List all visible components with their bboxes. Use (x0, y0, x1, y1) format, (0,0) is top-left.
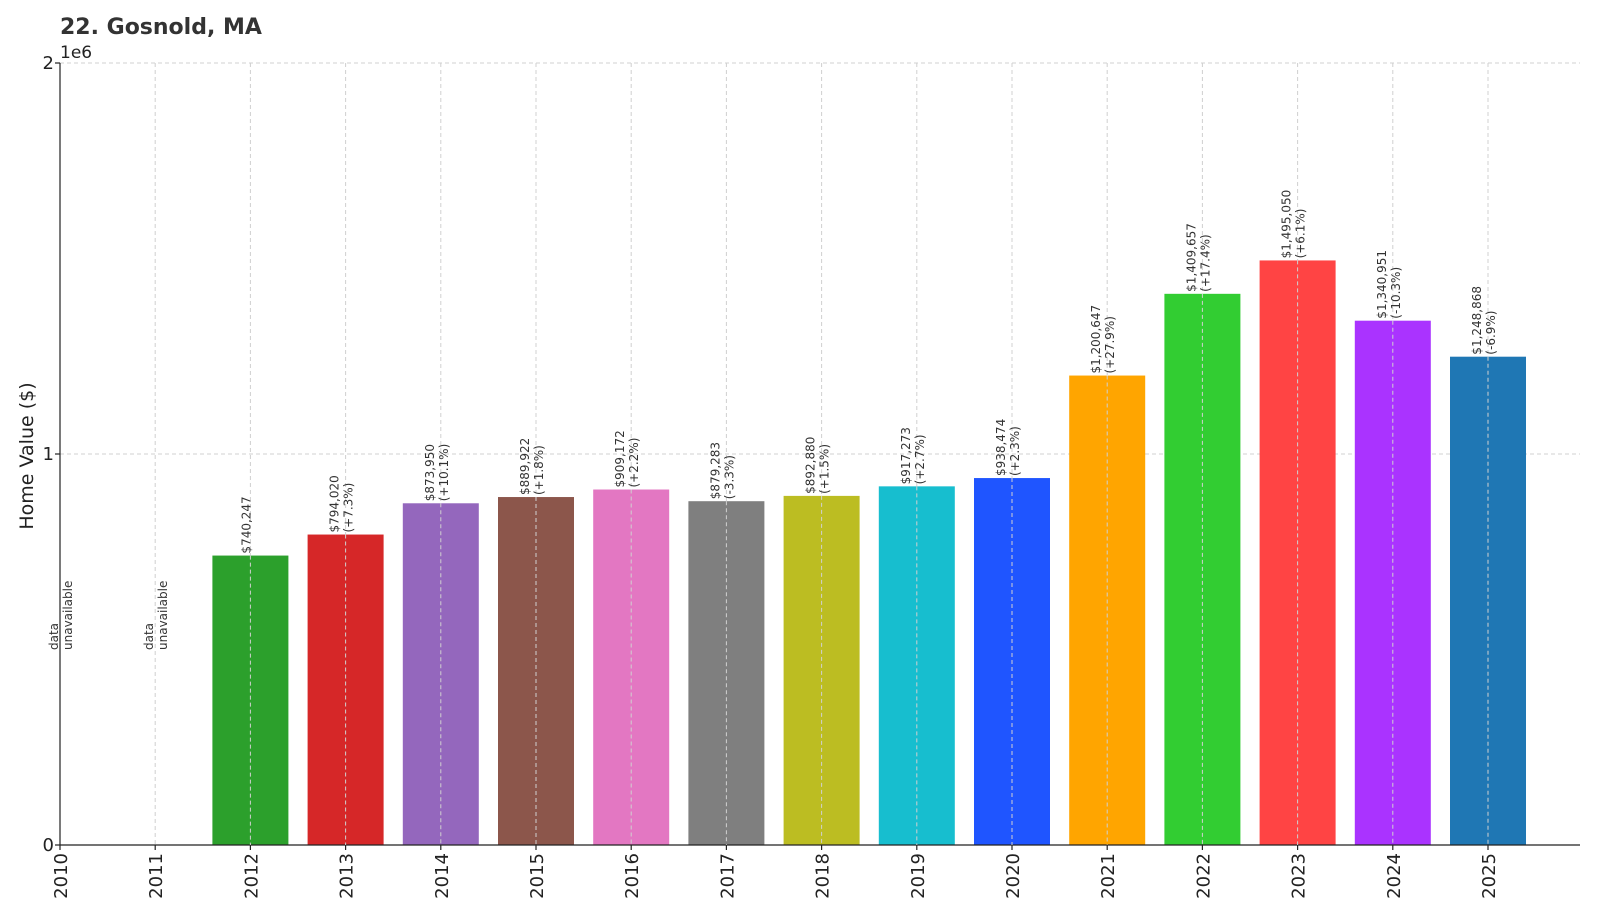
x-tick-label: 2015 (527, 853, 548, 899)
bar-value-label: $892,880(+1.5%) (804, 437, 832, 494)
bar-value-label: $794,020(+7.3%) (328, 475, 356, 532)
bars-layer (212, 260, 1526, 846)
bar-value-label: $1,409,657(+17.4%) (1184, 223, 1212, 292)
bar-2023 (1259, 260, 1336, 846)
x-tick-label: 2014 (432, 853, 453, 899)
x-tick-label: 2023 (1289, 853, 1310, 899)
missing-data-label: dataunavailable (47, 581, 75, 650)
bar-value-label: $1,200,647(+27.9%) (1089, 305, 1117, 374)
bar-value-label: $938,474(+2.3%) (994, 419, 1022, 476)
bar-value-label: $1,495,050(+6.1%) (1280, 190, 1308, 259)
missing-data-label: dataunavailable (142, 581, 170, 650)
x-tick-label: 2020 (1003, 853, 1024, 899)
x-tick-label: 2013 (337, 853, 358, 899)
bar-value-label: $1,340,951(-10.3%) (1375, 250, 1403, 319)
y-axis-label: Home Value ($) (16, 382, 38, 529)
x-tick-label: 2021 (1098, 853, 1119, 899)
x-tick-label: 2016 (622, 853, 643, 899)
x-tick-label: 2017 (717, 853, 738, 899)
chart-title: 22. Gosnold, MA (60, 15, 262, 40)
bar-value-label: $909,172(+2.2%) (613, 430, 641, 487)
x-tick-label: 2024 (1384, 853, 1405, 899)
bar-value-label: $917,273(+2.7%) (899, 427, 927, 484)
labels-layer: 0 1 2 dataunavailable dataunavailable $740,24… (43, 53, 1500, 899)
x-tick-label: 2011 (146, 853, 167, 899)
bar-value-label: $1,248,868(-6.9%) (1470, 286, 1498, 355)
axes-layer (55, 62, 1580, 850)
y-tick-label: 1 (43, 444, 54, 465)
y-tick-label: 0 (43, 835, 54, 856)
y-axis-scale-note: 1e6 (60, 43, 92, 63)
x-tick-label: 2022 (1193, 853, 1214, 899)
x-tick-label: 2019 (908, 853, 929, 899)
x-tick-label: 2025 (1479, 853, 1500, 899)
bar-value-label: $740,247 (239, 496, 253, 553)
bar-value-label: $889,922(+1.8%) (518, 438, 546, 495)
x-tick-label: 2012 (241, 853, 262, 899)
x-tick-label: 2018 (813, 853, 834, 899)
y-tick-label: 2 (43, 53, 54, 74)
bar-value-label: $879,283(-3.3%) (708, 442, 736, 499)
bar-value-label: $873,950(+10.1%) (423, 444, 451, 502)
x-tick-label: 2010 (51, 853, 72, 899)
